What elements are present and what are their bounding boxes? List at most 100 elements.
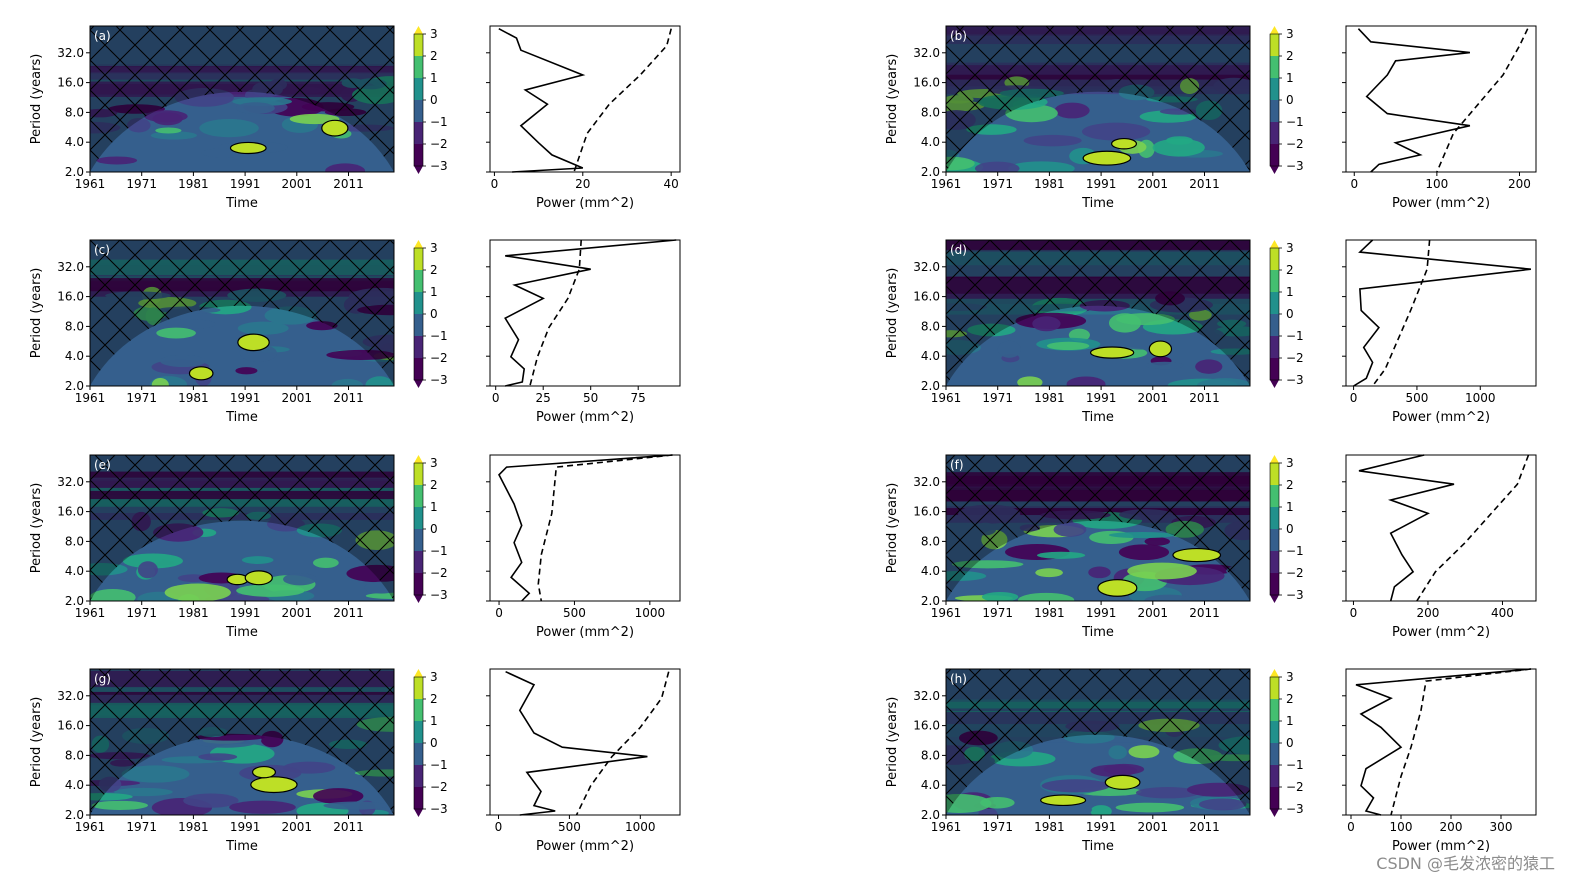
x-axis-label: Time [225, 196, 258, 211]
colorbar-tick-label: 2 [430, 49, 438, 63]
x-axis-label: Time [1081, 839, 1114, 854]
colorbar-tick-label: −2 [1286, 566, 1304, 580]
x-tick-label: 40 [664, 177, 679, 191]
heatmap-h: (h) 1961 1971 1981 1991 2001 2011 Time 2.0 4.0 8.0… [885, 668, 1251, 854]
y-tick-label: 2.0 [921, 165, 940, 179]
x-tick-label: 1971 [126, 391, 157, 405]
x-tick-label: 1981 [178, 820, 209, 834]
colorbar-tick-label: −1 [1286, 544, 1304, 558]
y-tick-label: 4.0 [65, 564, 84, 578]
x-tick-label: 2001 [282, 820, 313, 834]
x-tick-label: 2011 [1189, 177, 1220, 191]
x-tick-label: 75 [631, 391, 646, 405]
y-axis-label: Period (years) [885, 697, 900, 788]
y-tick-label: 32.0 [913, 46, 940, 60]
watermark: CSDN @毛发浓密的猿工 [1376, 854, 1555, 873]
power-spectrum-a: 0 20 40 Power (mm^2) [486, 25, 681, 211]
x-tick-label: 1981 [1034, 606, 1065, 620]
y-tick-label: 32.0 [913, 689, 940, 703]
x-tick-label: 200 [1508, 177, 1531, 191]
power-spectrum-b: 0 100 200 Power (mm^2) [1342, 25, 1537, 211]
colorbar-tick-label: 0 [1286, 93, 1294, 107]
colorbar-tick-label: −1 [430, 329, 448, 343]
y-tick-label: 8.0 [921, 534, 940, 548]
y-tick-label: 4.0 [65, 135, 84, 149]
y-tick-label: 2.0 [65, 165, 84, 179]
x-axis-label: Time [1081, 410, 1114, 425]
significance-line [573, 28, 672, 173]
x-tick-label: 20 [575, 177, 590, 191]
colorbar-tick-label: 3 [430, 670, 438, 684]
panel-a: (a)1961 1971 1981 1991 2001 2011Time2.04.08.0… [29, 25, 681, 211]
x-tick-label: 1971 [126, 606, 157, 620]
colorbar-tick-label: 1 [1286, 285, 1294, 299]
significance-line [1390, 668, 1532, 816]
x-tick-label: 200 [1440, 820, 1463, 834]
panel-label: (a) [94, 29, 111, 43]
colorbar-tick-label: 1 [430, 71, 438, 85]
global-power-line [505, 670, 648, 816]
x-tick-label: 0 [1347, 820, 1355, 834]
heatmap-d: (d) 1961 1971 1981 1991 2001 2011 Time 2.0 4.0 8.0… [885, 239, 1251, 425]
x-tick-label: 1000 [1465, 391, 1496, 405]
colorbar-tick-label: −1 [430, 115, 448, 129]
x-tick-label: 2011 [1189, 820, 1220, 834]
y-tick-label: 4.0 [65, 778, 84, 792]
x-tick-label: 1981 [178, 177, 209, 191]
x-tick-label: 500 [558, 820, 581, 834]
y-tick-label: 2.0 [65, 379, 84, 393]
x-axis-label: Power (mm^2) [536, 196, 634, 211]
x-tick-label: 1981 [1034, 177, 1065, 191]
x-tick-label: 1981 [178, 391, 209, 405]
y-tick-label: 8.0 [921, 105, 940, 119]
colorbar-tick-label: 3 [1286, 27, 1294, 41]
x-tick-label: 1991 [1086, 391, 1117, 405]
x-tick-label: 1991 [1086, 820, 1117, 834]
colorbar-tick-label: 2 [1286, 263, 1294, 277]
y-axis-label: Period (years) [885, 268, 900, 359]
x-tick-label: 1961 [931, 606, 962, 620]
y-tick-label: 16.0 [913, 290, 940, 304]
colorbar-tick-label: −3 [1286, 802, 1304, 816]
colorbar-tick-label: 0 [1286, 736, 1294, 750]
panel-b: (b)1961 1971 1981 1991 2001 2011Time2.04.08.0… [885, 25, 1537, 211]
colorbar-e: 3 2 1 0 −1 −2 −3 [413, 455, 448, 603]
colorbar-d: 3 2 1 0 −1 −2 −3 [1269, 240, 1304, 388]
x-tick-label: 1961 [75, 820, 106, 834]
y-tick-label: 16.0 [57, 719, 84, 733]
y-tick-label: 16.0 [57, 76, 84, 90]
heatmap-e: (e) 1961 1971 1981 1991 2001 2011 Time 2.0 4.0 8.0… [29, 454, 395, 640]
x-tick-label: 1971 [982, 820, 1013, 834]
x-tick-label: 0 [491, 177, 499, 191]
colorbar-tick-label: 1 [430, 285, 438, 299]
x-tick-label: 1971 [982, 177, 1013, 191]
colorbar-tick-label: −2 [430, 351, 448, 365]
x-tick-label: 1000 [625, 820, 656, 834]
x-tick-label: 25 [536, 391, 551, 405]
x-tick-label: 0 [495, 820, 503, 834]
panel-label: (d) [950, 243, 967, 257]
colorbar-tick-label: −1 [1286, 115, 1304, 129]
x-tick-label: 500 [563, 606, 586, 620]
x-tick-label: 2001 [1138, 820, 1169, 834]
colorbar-tick-label: 3 [430, 241, 438, 255]
significance-line [1371, 239, 1431, 387]
x-tick-label: 1000 [635, 606, 666, 620]
colorbar-tick-label: 1 [1286, 714, 1294, 728]
x-tick-label: 100 [1390, 820, 1413, 834]
y-axis-label: Period (years) [29, 697, 44, 788]
x-tick-label: 1961 [931, 820, 962, 834]
global-power-line [504, 239, 677, 387]
colorbar-tick-label: −1 [430, 544, 448, 558]
y-tick-label: 32.0 [57, 689, 84, 703]
colorbar-tick-label: 3 [1286, 456, 1294, 470]
x-axis-label: Time [225, 410, 258, 425]
x-tick-label: 1991 [1086, 606, 1117, 620]
colorbar-tick-label: −3 [1286, 373, 1304, 387]
y-tick-label: 16.0 [57, 505, 84, 519]
heatmap-g: (g) 1961 1971 1981 1991 2001 2011 Time 2.0 4.0 8.0… [29, 668, 395, 854]
panel-label: (e) [94, 458, 111, 472]
significance-line [529, 239, 582, 387]
